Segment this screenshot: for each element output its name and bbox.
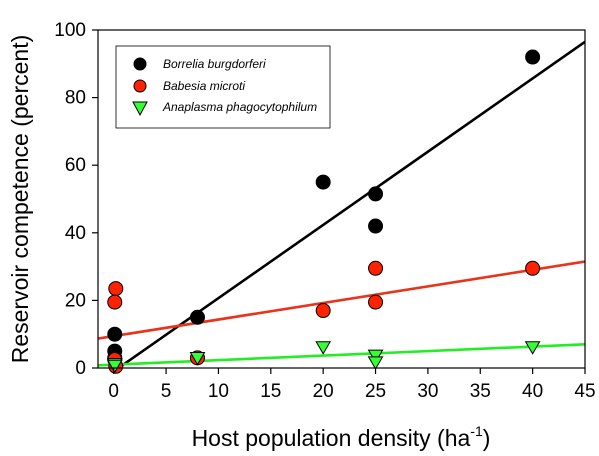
x-tick-label-6: 30 xyxy=(417,381,438,402)
legend-label-babesia: Babesia microti xyxy=(163,79,245,93)
point-series-1-5 xyxy=(315,303,331,319)
y-tick-label-5: 100 xyxy=(54,20,86,41)
x-tick-label-1: 5 xyxy=(161,381,172,402)
point-series-1-0 xyxy=(108,281,124,297)
legend-marker-borrelia xyxy=(133,57,147,71)
x-axis-title: Host population density (ha-1) xyxy=(192,423,491,451)
x-axis-title-superscript: -1 xyxy=(470,423,483,439)
point-series-0-4 xyxy=(315,174,331,190)
x-axis-title-main: Host population density (ha xyxy=(192,425,471,451)
point-series-1-6 xyxy=(368,260,384,276)
y-tick-label-4: 80 xyxy=(65,88,86,109)
x-tick-label-3: 15 xyxy=(260,381,281,402)
fit-line-series-1 xyxy=(97,260,586,340)
x-tick-label-5: 25 xyxy=(365,381,386,402)
point-series-1-1 xyxy=(107,294,123,310)
legend-box xyxy=(115,45,331,129)
point-series-2-1 xyxy=(106,359,123,374)
plot-frame xyxy=(97,29,586,369)
point-series-2-3 xyxy=(315,341,332,355)
x-tick-label-0: 0 xyxy=(108,381,119,402)
y-axis-title: Reservoir competence (percent) xyxy=(7,35,33,364)
point-series-2-4 xyxy=(367,349,384,364)
legend-label-anaplasma: Anaplasma phagocytophilum xyxy=(162,100,317,114)
point-series-1-7 xyxy=(368,294,384,310)
axis-ticks xyxy=(92,29,586,374)
point-series-1-8 xyxy=(525,260,541,276)
point-series-0-7 xyxy=(525,49,541,65)
x-tick-label-7: 35 xyxy=(470,381,491,402)
x-tick-label-8: 40 xyxy=(522,381,543,402)
point-series-2-5 xyxy=(367,356,384,370)
y-tick-label-0: 0 xyxy=(75,358,86,379)
y-tick-label-3: 60 xyxy=(65,155,86,176)
legend-label-borrelia: Borrelia burgdorferi xyxy=(163,57,266,71)
y-tick-label-2: 40 xyxy=(65,223,86,244)
x-axis-title-suffix: ) xyxy=(483,425,491,451)
point-series-0-3 xyxy=(189,309,205,325)
legend: Borrelia burgdorferi Babesia microti Ana… xyxy=(115,45,331,129)
axis-tick-labels: 0 5 10 15 20 25 30 35 40 45 0 20 40 60 80 100 xyxy=(54,20,595,402)
point-series-0-6 xyxy=(368,218,384,234)
point-series-2-2 xyxy=(189,352,206,366)
x-tick-label-4: 20 xyxy=(313,381,334,402)
fit-line-series-2 xyxy=(97,343,586,367)
point-series-0-0 xyxy=(107,326,123,342)
y-tick-label-1: 20 xyxy=(65,290,86,311)
legend-marker-anaplasma xyxy=(132,101,148,117)
x-tick-label-9: 45 xyxy=(574,381,595,402)
point-series-2-6 xyxy=(524,341,541,355)
x-tick-label-2: 10 xyxy=(208,381,229,402)
point-series-0-5 xyxy=(368,186,384,202)
legend-marker-babesia xyxy=(133,79,147,93)
data-points xyxy=(106,49,541,374)
